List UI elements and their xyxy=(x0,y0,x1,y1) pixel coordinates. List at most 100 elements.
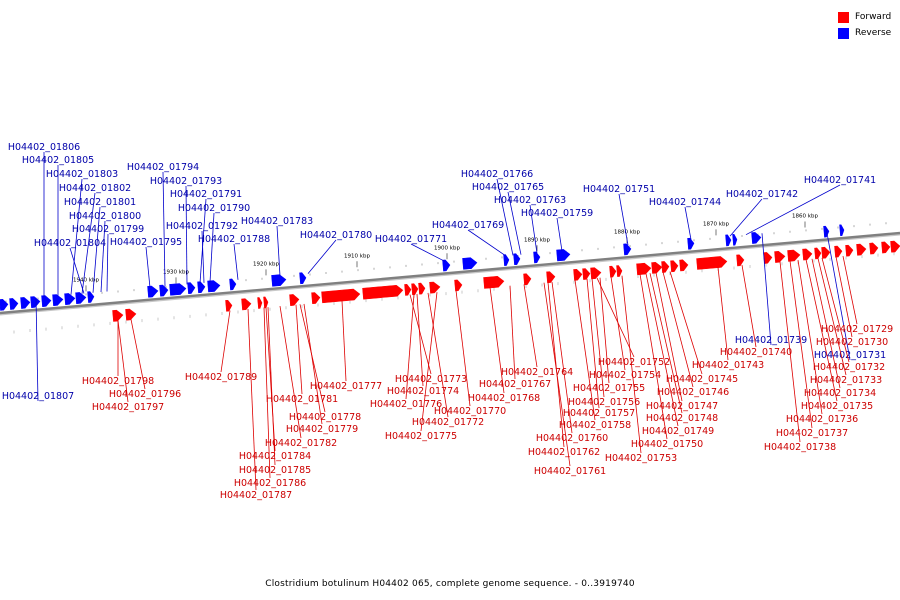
forward-gene xyxy=(869,242,879,255)
forward-gene xyxy=(125,308,137,321)
leader-line xyxy=(233,243,239,280)
leader-line xyxy=(35,297,39,402)
forward-gene-label: H04402_01749 xyxy=(642,426,714,437)
reverse-gene xyxy=(197,281,206,294)
leader-line xyxy=(745,184,841,236)
leader-line xyxy=(496,178,514,256)
reverse-gene xyxy=(147,285,159,298)
forward-gene xyxy=(616,265,623,277)
legend-forward-label: Forward xyxy=(855,12,892,22)
leader-line xyxy=(81,192,96,294)
leader-line xyxy=(523,284,538,368)
leader-line xyxy=(489,287,505,394)
leader-line xyxy=(199,198,207,284)
leader-line xyxy=(69,247,85,294)
reverse-gene xyxy=(207,280,221,293)
forward-gene-label: H04402_01740 xyxy=(720,347,792,358)
leader-line xyxy=(295,304,303,395)
leader-line xyxy=(341,300,347,382)
legend-reverse: Reverse xyxy=(838,25,891,41)
leader-line xyxy=(529,204,538,254)
reverse-gene-label: H04402_01793 xyxy=(150,176,222,187)
forward-gene xyxy=(112,309,124,322)
forward-gene-label: H04402_01797 xyxy=(92,402,164,413)
forward-gene xyxy=(311,292,321,305)
reverse-gene xyxy=(732,233,738,246)
forward-gene xyxy=(661,261,670,273)
reverse-gene xyxy=(41,295,52,308)
forward-gene xyxy=(429,281,441,294)
forward-gene-label: H04402_01775 xyxy=(385,431,457,442)
leader-line xyxy=(610,276,626,371)
forward-gene xyxy=(590,267,602,280)
forward-gene xyxy=(736,254,745,267)
reverse-gene-label: H04402_01802 xyxy=(59,183,131,194)
forward-gene xyxy=(787,249,801,262)
forward-gene-label: H04402_01736 xyxy=(786,414,858,425)
forward-gene-label: H04402_01750 xyxy=(631,439,703,450)
scale-label: 1910 kbp xyxy=(344,253,370,259)
forward-gene xyxy=(573,268,583,281)
scale-label: 1860 kbp xyxy=(792,213,818,219)
reverse-gene xyxy=(462,257,478,270)
reverse-gene xyxy=(87,291,95,303)
forward-gene xyxy=(845,244,854,257)
reverse-gene xyxy=(623,243,632,256)
forward-gene-label: H04402_01756 xyxy=(568,397,640,408)
forward-gene xyxy=(609,265,617,278)
reverse-gene xyxy=(20,297,31,309)
leader-line xyxy=(618,193,629,246)
forward-gene-label: H04402_01779 xyxy=(286,424,358,435)
reverse-gene-label: H04402_01780 xyxy=(300,230,372,241)
forward-gene-label: H04402_01786 xyxy=(234,478,306,489)
forward-gene xyxy=(241,298,252,311)
forward-gene-label: H04402_01747 xyxy=(646,401,718,412)
leader-line xyxy=(639,274,668,440)
reverse-gene xyxy=(159,284,169,297)
forward-gene-label: H04402_01758 xyxy=(559,420,631,431)
forward-gene xyxy=(582,268,591,280)
forward-gene xyxy=(763,252,773,264)
reverse-gene-label: H04402_01799 xyxy=(72,224,144,235)
reverse-gene-label: H04402_01795 xyxy=(110,237,182,248)
forward-gene xyxy=(546,271,556,284)
forward-gene-label: H04402_01761 xyxy=(534,466,606,477)
leader-line xyxy=(842,255,858,325)
forward-gene-label: H04402_01733 xyxy=(810,375,882,386)
leader-line xyxy=(145,246,151,288)
forward-gene xyxy=(289,294,300,306)
forward-gene-label: H04402_01781 xyxy=(266,394,338,405)
forward-gene-label: H04402_01778 xyxy=(289,412,361,423)
forward-gene-label: H04402_01734 xyxy=(804,388,876,399)
forward-gene-label: H04402_01776 xyxy=(370,399,442,410)
reverse-gene xyxy=(513,253,521,266)
forward-gene-label: H04402_01732 xyxy=(813,362,885,373)
reverse-gene xyxy=(187,282,196,295)
reverse-gene xyxy=(556,249,571,262)
reverse-gene-label: H04402_01792 xyxy=(166,221,238,232)
forward-gene-label: H04402_01764 xyxy=(501,367,573,378)
leader-line xyxy=(130,319,146,390)
leader-line xyxy=(162,171,166,287)
reverse-gene-label: H04402_01800 xyxy=(69,211,141,222)
forward-gene-label: H04402_01745 xyxy=(666,374,738,385)
forward-gene xyxy=(821,246,831,259)
reverse-gene xyxy=(229,278,237,291)
forward-gene xyxy=(834,245,843,258)
reverse-gene xyxy=(442,259,451,272)
reverse-gene-label: H04402_01794 xyxy=(127,162,199,173)
reverse-gene xyxy=(271,274,287,287)
leader-line xyxy=(106,233,109,292)
leader-line xyxy=(591,278,605,398)
leader-line xyxy=(596,277,635,358)
forward-gene xyxy=(257,297,263,309)
reverse-gene xyxy=(839,224,845,237)
reverse-gene-label: H04402_01763 xyxy=(494,195,566,206)
leader-line xyxy=(662,271,694,388)
leader-line xyxy=(835,256,853,338)
reverse-gene-label: H04402_01783 xyxy=(241,216,313,227)
forward-gene-label: H04402_01770 xyxy=(434,406,506,417)
forward-gene-label: H04402_01785 xyxy=(239,465,311,476)
leader-line xyxy=(409,294,432,375)
